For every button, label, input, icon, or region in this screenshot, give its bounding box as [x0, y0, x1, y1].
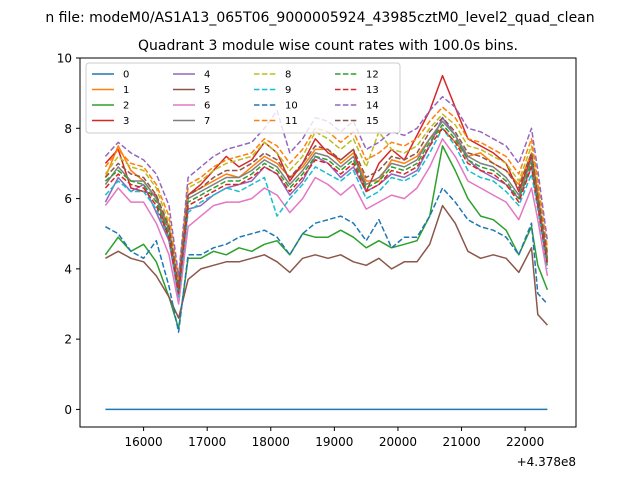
y-tick-label: 6 — [64, 192, 72, 206]
legend-label-11: 11 — [285, 116, 298, 127]
legend-label-13: 13 — [366, 85, 379, 96]
legend-label-2: 2 — [123, 101, 129, 112]
figure-suptitle: n file: modeM0/AS1A13_065T06_9000005924_… — [45, 10, 594, 26]
legend-label-0: 0 — [123, 70, 129, 81]
plot-frame — [79, 57, 577, 428]
x-tick-label: 16000 — [124, 435, 162, 449]
legend-label-5: 5 — [204, 85, 210, 96]
x-axis-offset-label: +4.378e8 — [517, 455, 576, 469]
legend-label-12: 12 — [366, 70, 379, 81]
legend-label-3: 3 — [123, 116, 129, 127]
series-line-5 — [105, 204, 548, 326]
y-axis: 0 2 4 6 8 10 — [57, 52, 80, 417]
series-line-6 — [104, 138, 549, 305]
chart-title: Quadrant 3 module wise count rates with … — [138, 38, 518, 54]
legend-label-7: 7 — [204, 116, 210, 127]
y-tick-label: 10 — [57, 52, 72, 66]
series-line-9 — [104, 127, 549, 298]
legend-label-14: 14 — [366, 101, 379, 112]
legend-box — [85, 62, 401, 134]
legend-label-10: 10 — [285, 101, 298, 112]
x-tick-label: 21000 — [442, 435, 480, 449]
series-line-10 — [105, 187, 548, 333]
y-tick-label: 2 — [64, 333, 72, 347]
legend-label-8: 8 — [285, 70, 291, 81]
series-line-15 — [104, 116, 549, 288]
series-line-13 — [104, 127, 549, 295]
y-tick-label: 4 — [64, 262, 72, 276]
series-line-14 — [104, 95, 549, 277]
legend-label-1: 1 — [123, 85, 129, 96]
y-tick-label: 0 — [64, 403, 72, 417]
x-axis: 16000 17000 18000 19000 20000 21000 22000 — [124, 427, 544, 449]
x-tick-label: 19000 — [315, 435, 353, 449]
legend-label-9: 9 — [285, 85, 291, 96]
legend-label-15: 15 — [366, 116, 379, 127]
legend-label-6: 6 — [204, 101, 210, 112]
legend-label-4: 4 — [204, 70, 210, 81]
x-tick-label: 22000 — [506, 435, 544, 449]
series-line-12 — [104, 124, 549, 291]
x-tick-label: 18000 — [252, 435, 290, 449]
x-tick-label: 20000 — [379, 435, 417, 449]
x-tick-label: 17000 — [188, 435, 226, 449]
y-tick-label: 8 — [64, 122, 72, 136]
